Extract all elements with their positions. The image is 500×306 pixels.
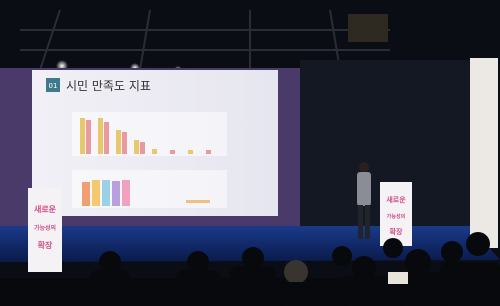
left-banner-text: 가능성의 — [34, 224, 56, 232]
speaker-box — [348, 14, 388, 42]
right-banner-text: 새로운 — [386, 195, 406, 204]
photo: 01 시민 만족도 지표 새로운 가능성의 확장 새로운 가능성의 확장 — [0, 0, 500, 306]
left-banner-text: 확장 — [38, 240, 53, 250]
slide-number: 01 — [49, 82, 58, 90]
right-banner-text: 확장 — [390, 227, 403, 236]
left-banner-text: 새로운 — [34, 204, 57, 214]
slide-title: 시민 만족도 지표 — [66, 79, 151, 93]
side-banner — [470, 58, 498, 248]
right-banner-text: 가능성의 — [387, 213, 406, 220]
